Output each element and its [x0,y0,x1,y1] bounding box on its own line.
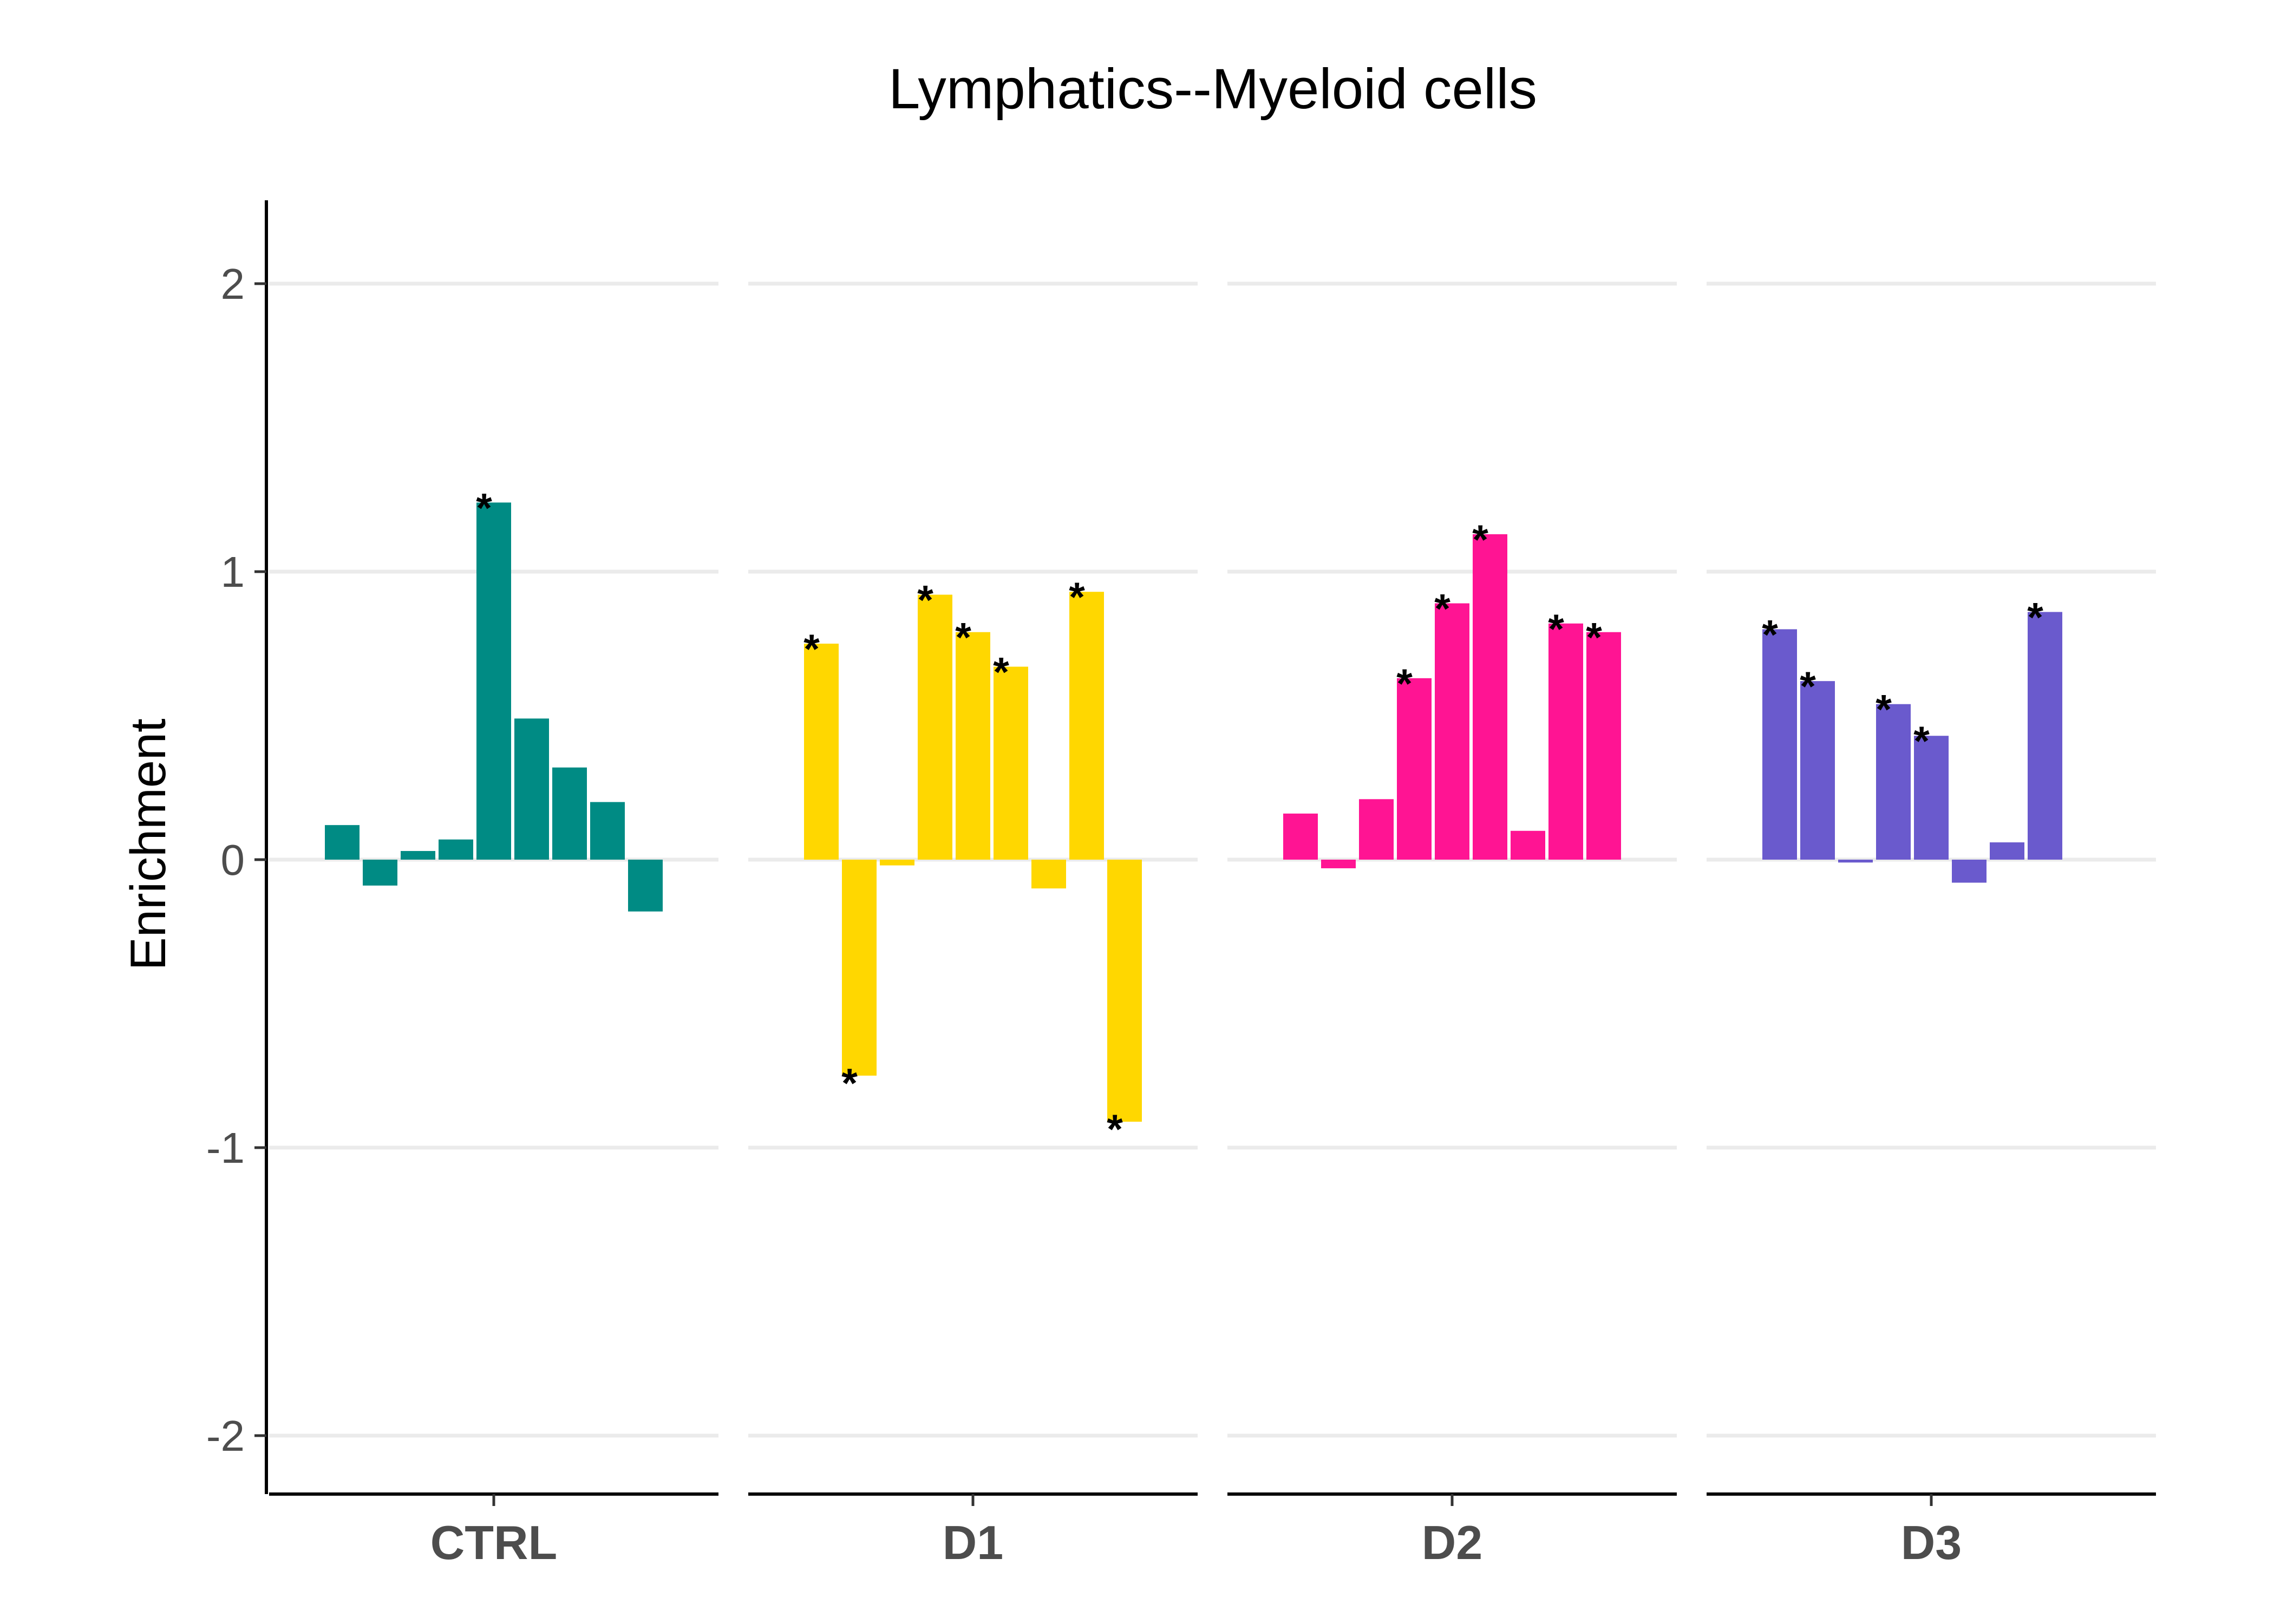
bar [1952,860,1987,883]
significance-markers: * * * * * * * * * * * * * * * * * * [476,485,2043,1152]
bar [1762,629,1797,860]
significance-star: * [1762,612,1778,658]
significance-star: * [993,650,1009,696]
significance-star: * [1107,1106,1123,1152]
significance-star: * [1876,687,1892,733]
gridlines [269,281,2156,1438]
bar [1473,534,1507,860]
significance-star: * [476,485,492,531]
y-tick-label: 2 [221,260,245,308]
significance-star: * [1069,574,1085,620]
bar [2028,612,2062,860]
bar [1435,603,1469,860]
significance-star: * [955,615,971,661]
y-tick-label: -2 [206,1412,245,1460]
bar [842,860,877,1076]
bars [325,502,2062,1122]
significance-star: * [1913,718,1930,764]
significance-star: * [803,626,820,672]
bar [514,718,549,860]
axes: 2 1 0 -1 -2 CTRL D1 D2 D3 [206,200,2156,1569]
bar [1838,860,1873,863]
bar [628,860,663,912]
bar [590,802,625,860]
panel-label: D3 [1901,1516,1962,1569]
bar [1800,681,1835,860]
panel-label: D2 [1422,1516,1483,1569]
y-tick-label: 0 [221,836,245,884]
significance-star: * [1800,664,1816,710]
significance-star: * [917,578,933,624]
bar [1511,830,1545,860]
bar [439,839,473,860]
bar [1548,623,1583,860]
significance-star: * [1472,517,1488,563]
bar [1586,632,1621,860]
bar [401,851,435,860]
chart-title: Lymphatics--Myeloid cells [888,57,1537,121]
significance-star: * [1434,586,1450,632]
bar [880,860,914,866]
bar [325,825,360,860]
y-tick-label: 1 [221,548,245,596]
bar [552,767,587,860]
significance-star: * [841,1060,858,1106]
bar [363,860,397,886]
significance-star: * [1586,615,1602,661]
bar [804,644,839,860]
bar [1321,860,1356,868]
bar [956,632,990,860]
panel-label: D1 [943,1516,1004,1569]
bar [918,594,952,860]
panel-label: CTRL [430,1516,558,1569]
bar [1107,860,1142,1122]
bar [1283,813,1318,860]
significance-star: * [2027,594,2043,640]
bar [476,502,511,860]
bar [1876,704,1911,860]
bar [1069,592,1104,860]
bar [994,666,1028,860]
bar [1359,799,1394,860]
bar [1031,860,1066,889]
y-tick-label: -1 [206,1124,245,1172]
bar [1990,842,2024,860]
y-axis-label: Enrichment [121,718,176,970]
significance-star: * [1396,661,1413,707]
significance-star: * [1548,606,1564,652]
bar [1397,678,1432,860]
bar [1914,736,1949,860]
